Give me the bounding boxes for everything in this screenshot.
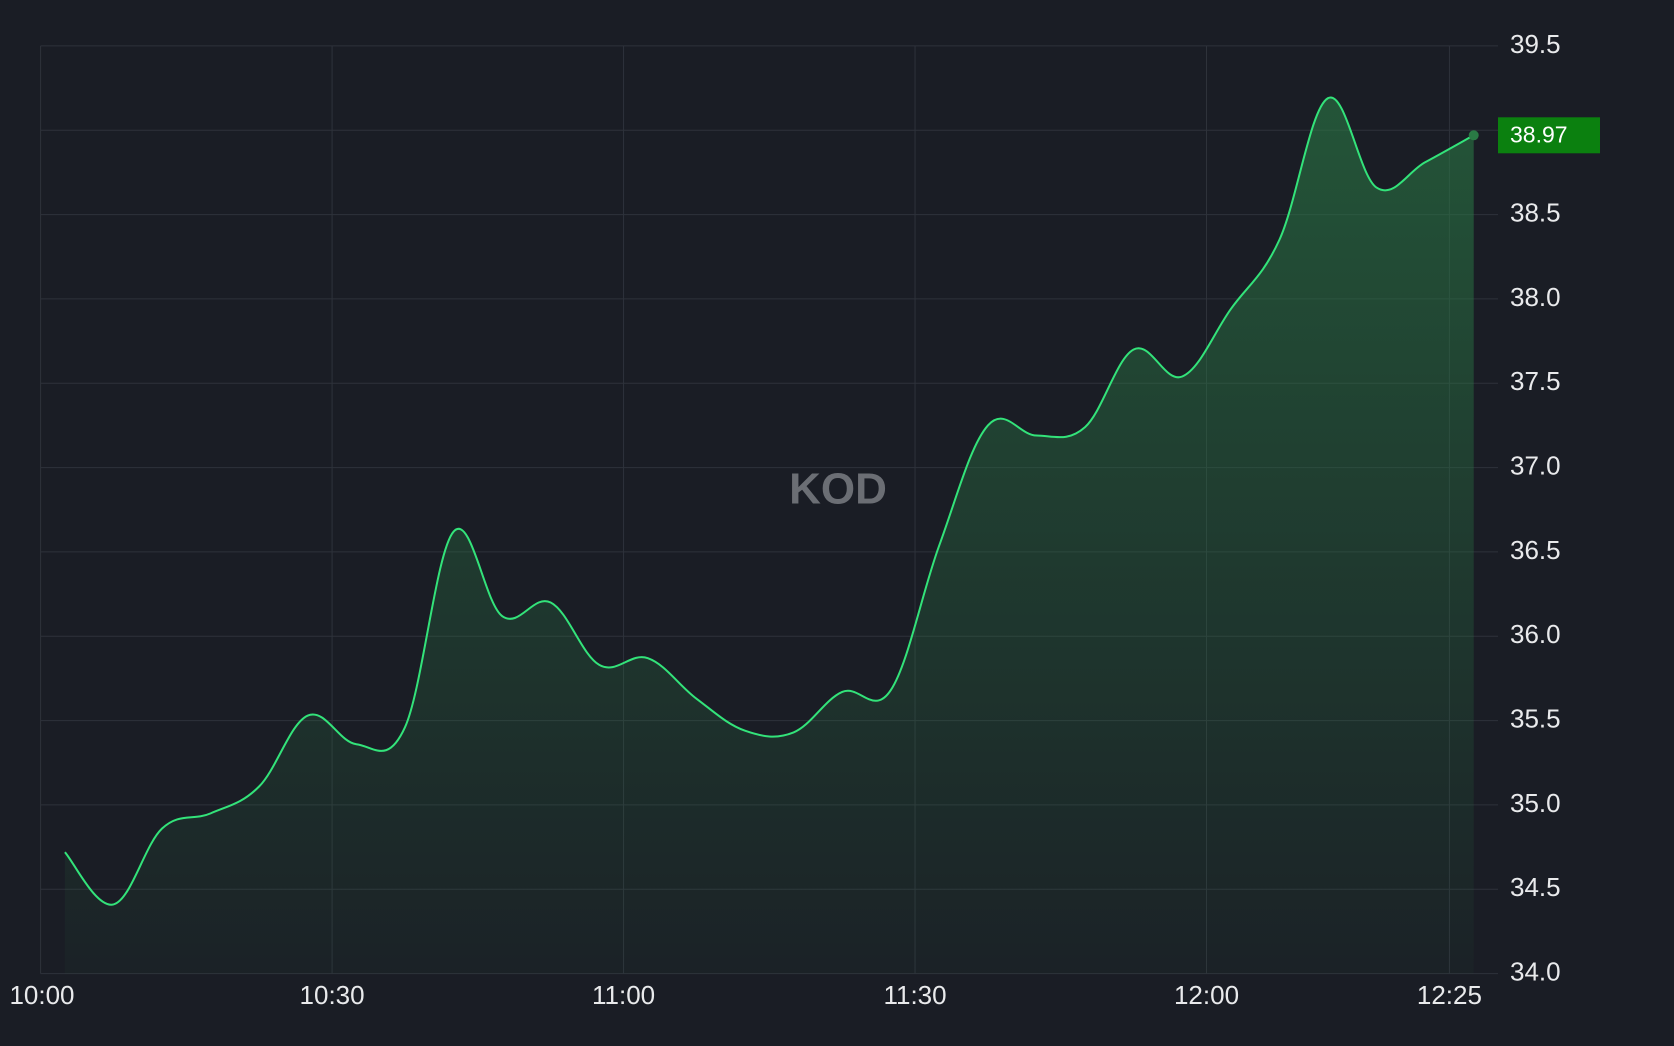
x-tick-label: 11:00 [592, 980, 655, 1010]
y-tick-label: 34.0 [1510, 956, 1561, 986]
x-tick-label: 12:00 [1174, 980, 1239, 1010]
y-tick-label: 36.0 [1510, 619, 1561, 649]
area-fill [64, 97, 1474, 974]
y-tick-label: 39.5 [1510, 29, 1561, 59]
y-tick-label: 37.5 [1510, 366, 1561, 396]
x-tick-label: 10:30 [300, 980, 365, 1010]
y-tick-label: 38.5 [1510, 197, 1561, 227]
y-tick-label: 37.0 [1510, 450, 1561, 480]
x-tick-label: 11:30 [883, 980, 946, 1010]
last-point [1468, 130, 1479, 141]
price-line [64, 96, 1475, 906]
y-tick-label: 36.5 [1510, 535, 1561, 565]
price-badge-label: 38.97 [1510, 121, 1568, 147]
y-tick-label: 34.5 [1510, 872, 1561, 902]
y-tick-label: 35.5 [1510, 703, 1561, 733]
x-tick-label: 10:00 [9, 980, 74, 1010]
y-tick-label: 38.0 [1510, 282, 1561, 312]
price-badge [1498, 117, 1600, 154]
watermark: KOD [789, 465, 887, 514]
y-tick-label: 35.0 [1510, 788, 1561, 818]
x-tick-label: 12:25 [1417, 980, 1482, 1010]
